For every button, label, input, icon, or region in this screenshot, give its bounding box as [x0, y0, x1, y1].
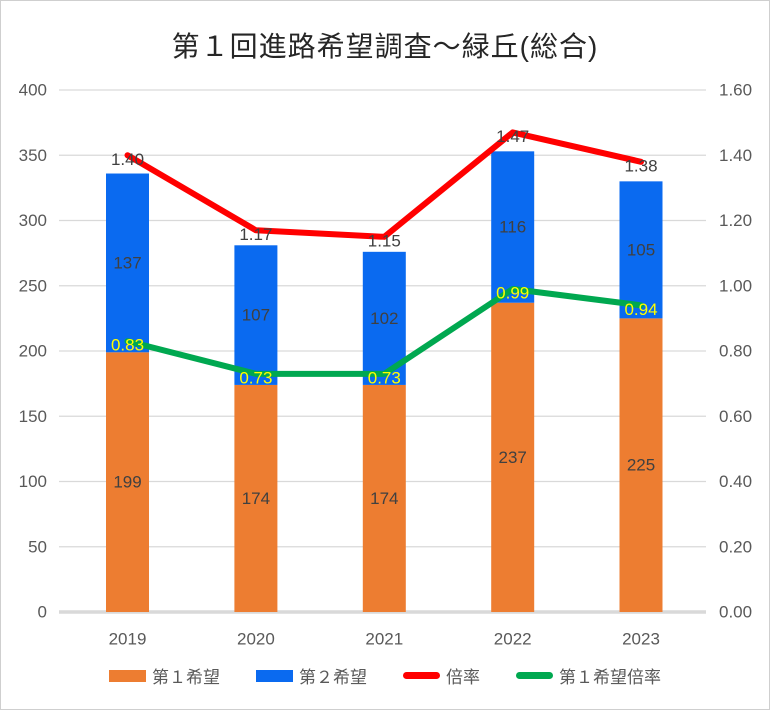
- left-axis-tick-label: 300: [19, 211, 47, 230]
- bar-segment-s0-2022: [491, 302, 535, 612]
- bar-segment-s0-2019: [106, 352, 149, 612]
- x-axis-label: 2022: [494, 630, 532, 649]
- legend-label: 第１希望倍率: [559, 668, 661, 687]
- line-label-s1-2020: 0.73: [239, 368, 272, 387]
- bar-label-s0-2021: 174: [370, 489, 398, 508]
- x-axis-label: 2019: [109, 630, 147, 649]
- right-axis-tick-label: 0.80: [719, 342, 752, 361]
- left-axis-tick-label: 200: [19, 342, 47, 361]
- legend-swatch-line: [516, 672, 553, 679]
- x-axis-label: 2021: [365, 630, 403, 649]
- right-axis-tick-label: 0.20: [719, 537, 752, 556]
- bar-segment-s0-2020: [234, 384, 278, 612]
- left-axis-tick-label: 100: [19, 472, 47, 491]
- x-axis-label: 2023: [622, 630, 660, 649]
- left-axis-tick-label: 50: [28, 537, 47, 556]
- left-axis-tick-label: 400: [19, 81, 47, 100]
- bar-label-s0-2019: 199: [113, 473, 141, 492]
- line-label-s1-2023: 0.94: [624, 300, 657, 319]
- legend-swatch-bar: [256, 669, 293, 682]
- legend-item-s1: 第２希望: [256, 663, 367, 688]
- bar-segment-s1-2022: [491, 151, 535, 303]
- bar-label-s0-2022: 237: [499, 448, 527, 467]
- legend-swatch-bar: [109, 669, 146, 682]
- bar-segment-s1-2019: [106, 173, 149, 353]
- left-axis-tick-label: 350: [19, 146, 47, 165]
- line-label-s0-2019: 1.40: [111, 150, 144, 169]
- right-axis-tick-label: 1.40: [719, 146, 752, 165]
- line-label-s1-2022: 0.99: [496, 284, 529, 303]
- bar-segment-s1-2023: [619, 181, 663, 319]
- line-label-s1-2019: 0.83: [111, 336, 144, 355]
- bar-segment-s0-2023: [619, 318, 663, 612]
- legend-label: 倍率: [446, 668, 480, 687]
- right-axis-tick-label: 1.00: [719, 276, 752, 295]
- legend-item-s3: 第１希望倍率: [516, 663, 661, 688]
- chart-title: 第１回進路希望調査～緑丘(総合): [171, 31, 599, 62]
- line-label-s1-2021: 0.73: [368, 368, 401, 387]
- right-axis-tick-label: 0.40: [719, 472, 752, 491]
- bar-segment-s0-2021: [362, 384, 406, 612]
- bar-label-s1-2022: 116: [499, 218, 526, 237]
- right-axis-tick-label: 1.20: [719, 211, 752, 230]
- line-series-s0: [124, 129, 644, 240]
- legend-item-s2: 倍率: [403, 663, 480, 688]
- bar-label-s0-2023: 225: [627, 456, 655, 475]
- right-axis-tick-label: 1.60: [719, 81, 752, 100]
- line-series-s1: [124, 286, 644, 377]
- left-axis-tick-label: 0: [38, 603, 47, 622]
- bar-label-s1-2021: 102: [370, 309, 398, 328]
- bar-segment-s1-2020: [234, 245, 278, 385]
- right-axis-tick-label: 0.60: [719, 407, 752, 426]
- legend: 第１希望 第２希望 倍率 第１希望倍率: [1, 663, 769, 688]
- x-axis-label: 2020: [237, 630, 275, 649]
- line-label-s0-2023: 1.38: [624, 156, 657, 175]
- legend-label: 第１希望: [152, 668, 220, 687]
- legend-swatch-line: [403, 672, 440, 679]
- bar-label-s1-2023: 105: [627, 240, 655, 259]
- bar-label-s0-2020: 174: [242, 489, 270, 508]
- left-axis-tick-label: 150: [19, 407, 47, 426]
- legend-item-s0: 第１希望: [109, 663, 220, 688]
- line-label-s0-2022: 1.47: [496, 127, 529, 146]
- bar-label-s1-2020: 107: [242, 306, 270, 325]
- line-label-s0-2021: 1.15: [368, 231, 401, 250]
- left-axis-tick-label: 250: [19, 276, 47, 295]
- legend-label: 第２希望: [299, 668, 367, 687]
- line-label-s0-2020: 1.17: [239, 225, 272, 244]
- bar-label-s1-2019: 137: [113, 253, 141, 272]
- right-axis-tick-label: 0.00: [719, 603, 752, 622]
